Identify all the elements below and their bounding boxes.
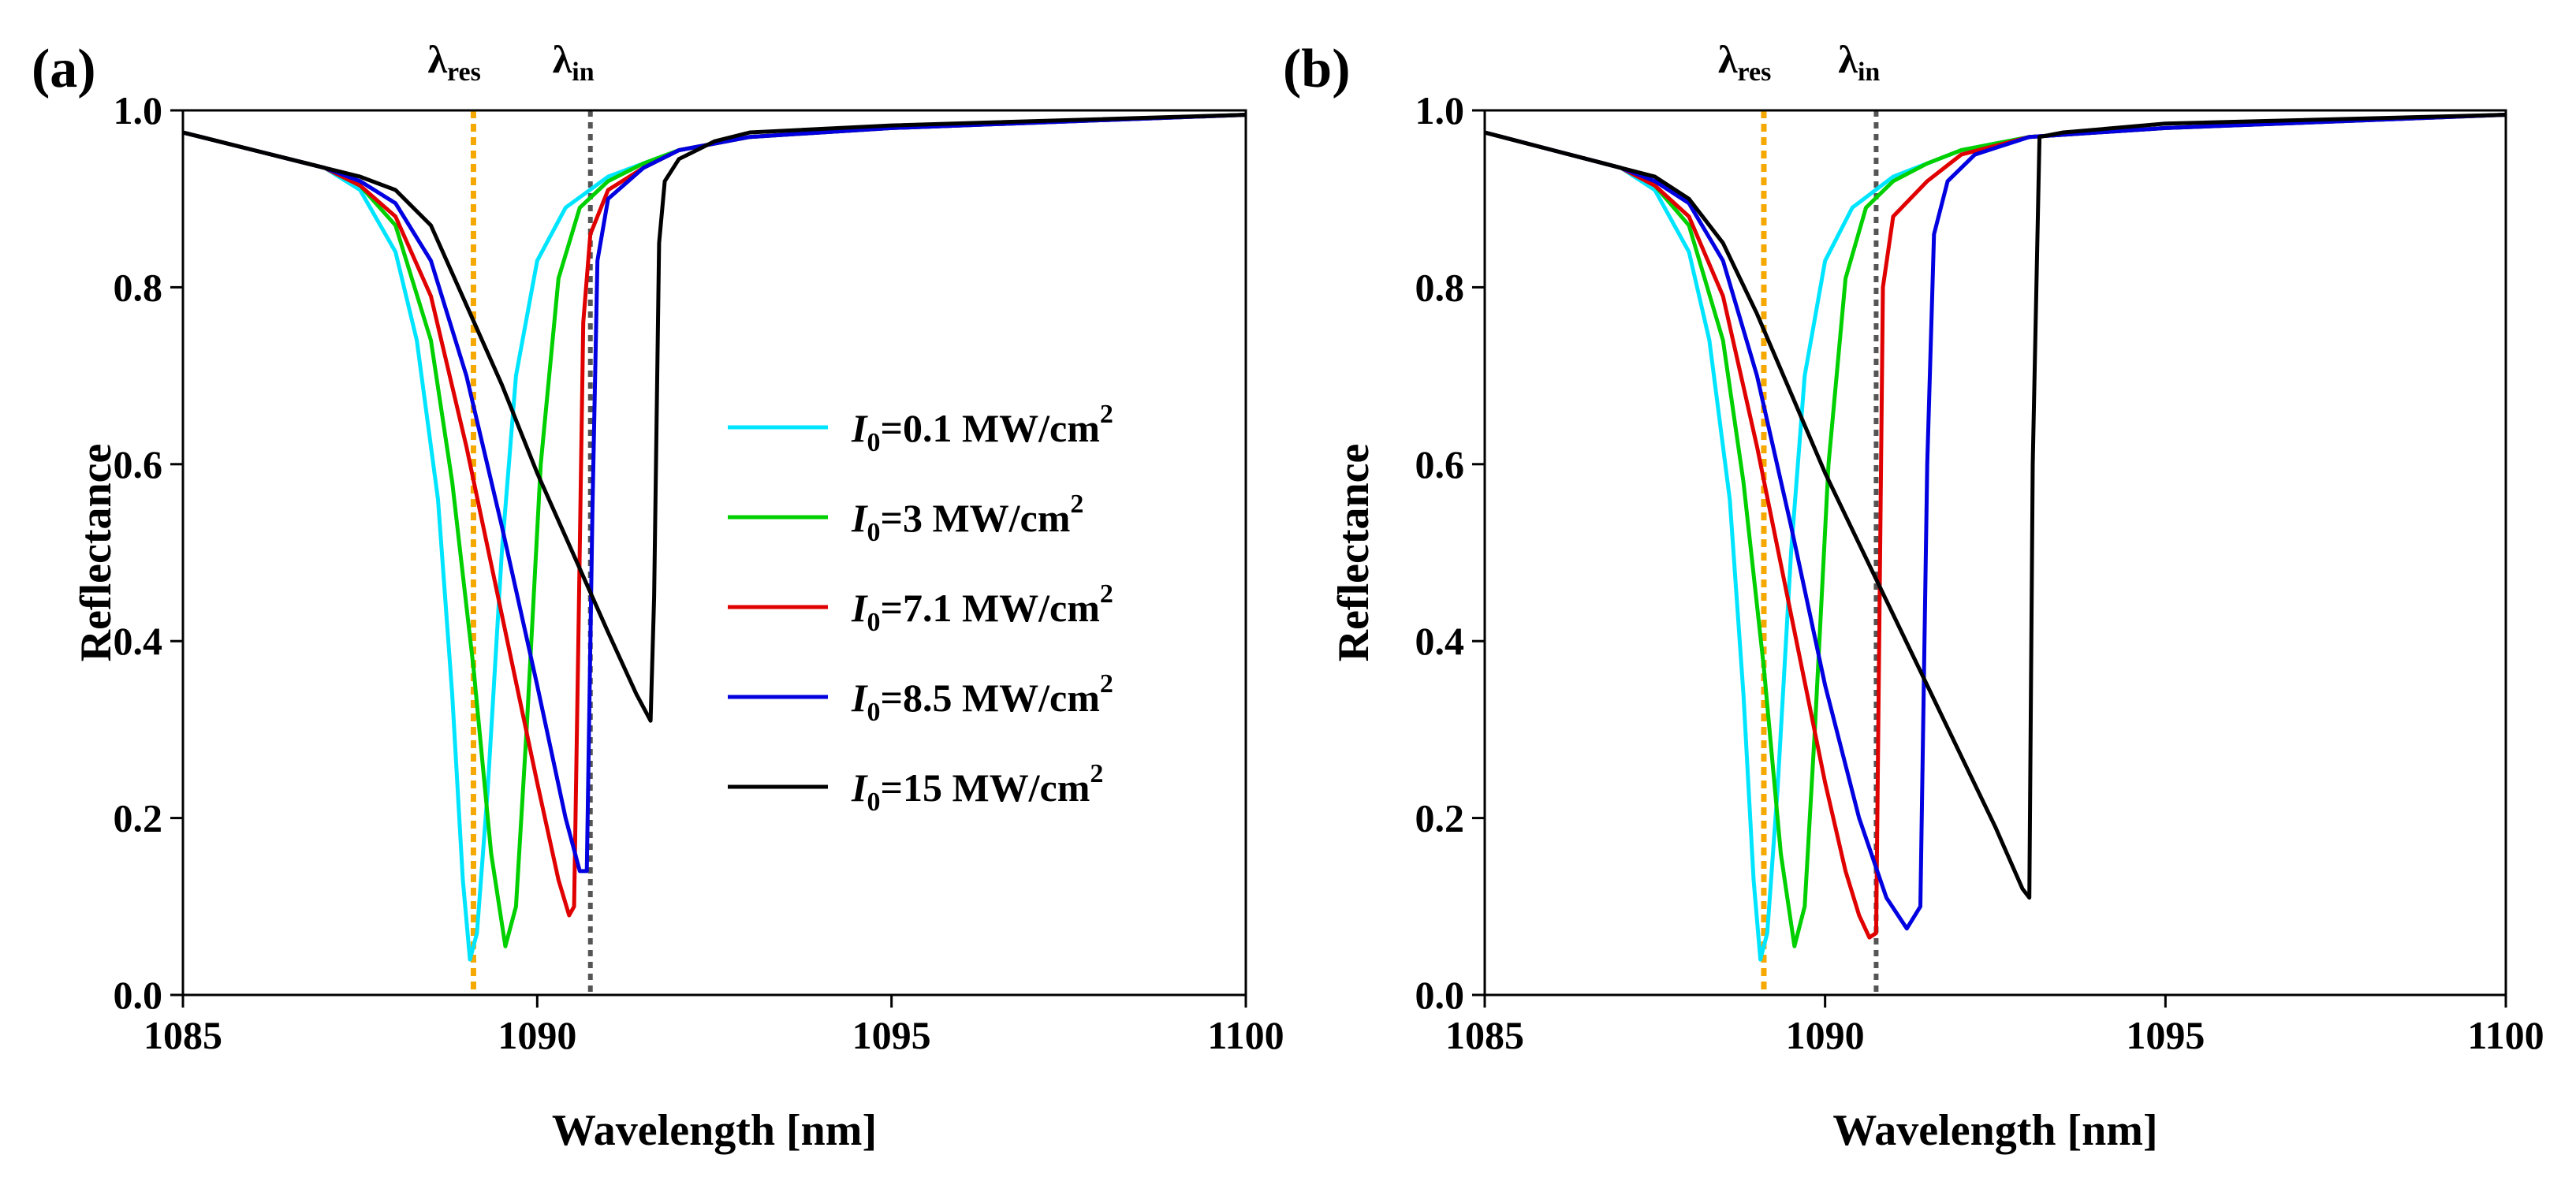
x-tick-label: 1095: [852, 1013, 931, 1057]
y-tick-label: 0.6: [1415, 442, 1465, 486]
y-tick-label: 0.2: [114, 796, 163, 840]
x-tick-label: 1090: [498, 1013, 576, 1057]
y-tick-label: 0.4: [1415, 619, 1465, 663]
x-tick-label: 1100: [2467, 1013, 2544, 1057]
series-line-5: [1485, 113, 2506, 900]
y-tick-label: 0.6: [114, 442, 163, 486]
marker-label-res: λres: [1718, 37, 1771, 87]
y-tick-label: 1.0: [1415, 88, 1465, 132]
marker-label-res: λres: [427, 37, 480, 87]
y-tick-label: 0.8: [114, 265, 163, 309]
y-tick-label: 0.0: [1415, 973, 1465, 1017]
legend-entry: I0=8.5 MW/cm2: [851, 669, 1113, 727]
legend: I0=0.1 MW/cm2 I0=3 MW/cm2 I0=7.1 MW/cm2 I0=…: [728, 400, 1113, 817]
plot-frame: [1483, 109, 2507, 997]
series-line-5: [183, 113, 1246, 723]
chart-panel-a: (a) λres λin 1085 1090 1095 1100 0.0 0.2 0.4 0.6 0.…: [32, 37, 1284, 1155]
legend-entry: I0=0.1 MW/cm2: [851, 400, 1113, 457]
chart-panel-b: (b) λres λin 1085 1090 1095 1100 0.0 0.2 0.4 0.6 0.…: [1283, 37, 2544, 1155]
y-axis-title: Reflectance: [72, 444, 121, 662]
x-axis-title: Wavelength [nm]: [1832, 1106, 2157, 1155]
y-tick-label: 0.0: [114, 973, 163, 1017]
y-tick-label: 1.0: [114, 88, 163, 132]
x-tick-label: 1085: [144, 1013, 222, 1057]
marker-label-in: λin: [553, 37, 595, 87]
x-tick-label: 1100: [1207, 1013, 1284, 1057]
series-line-4: [183, 113, 1246, 874]
x-axis-title: Wavelength [nm]: [552, 1106, 877, 1155]
x-tick-label: 1095: [2126, 1013, 2205, 1057]
legend-entry: I0=7.1 MW/cm2: [851, 579, 1113, 637]
y-tick-label: 0.4: [114, 619, 163, 663]
series-line-2: [1485, 113, 2506, 948]
y-tick-label: 0.8: [1415, 265, 1465, 309]
y-tick-label: 0.2: [1415, 796, 1465, 840]
marker-label-in: λin: [1838, 37, 1880, 87]
y-axis-title: Reflectance: [1329, 444, 1378, 662]
x-tick-label: 1090: [1786, 1013, 1865, 1057]
series-line-4: [1485, 113, 2506, 931]
plot-frame: [181, 109, 1247, 997]
panel-label: (a): [32, 39, 96, 99]
x-tick-label: 1085: [1445, 1013, 1524, 1057]
legend-entry: I0=3 MW/cm2: [851, 490, 1083, 547]
panel-label: (b): [1283, 39, 1351, 99]
legend-entry: I0=15 MW/cm2: [851, 759, 1103, 817]
series-line-3: [1485, 113, 2506, 940]
